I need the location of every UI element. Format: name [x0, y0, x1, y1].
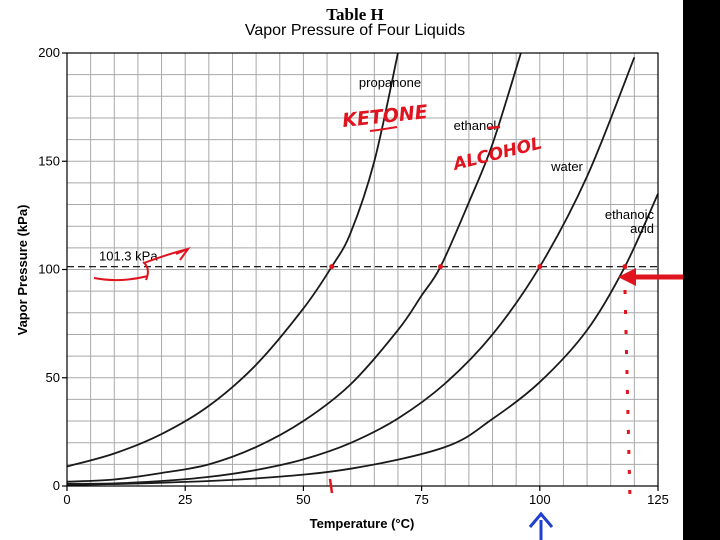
curves: [66, 52, 659, 486]
tick-labels: 0 25 50 75 100 125 0 50 100 150 200: [38, 45, 669, 507]
series-label-propanone: propanone: [359, 75, 421, 90]
y-tick-label: 50: [46, 370, 60, 385]
series-label-ethanol: ethanol: [454, 118, 497, 133]
ketone-annotation: KETONE: [341, 101, 429, 132]
reference-line-label: 101.3 kPa: [99, 249, 158, 264]
curve-propanone: [66, 52, 399, 468]
x-tick-label: 125: [647, 492, 669, 507]
marked-points: [329, 264, 628, 270]
chart-title: Vapor Pressure of Four Liquids: [245, 22, 465, 39]
kpa-pointer-arrow: [143, 246, 191, 264]
kpa-circle-mark: [93, 261, 149, 282]
x-tick-label: 50: [296, 492, 310, 507]
ketone-underline: [369, 126, 398, 132]
x-tick-label: 25: [178, 492, 192, 507]
plot-frame: [62, 52, 659, 491]
y-tick-label: 0: [53, 478, 60, 493]
tick-55-mark: [328, 478, 334, 494]
boiling-point-marker: [622, 264, 628, 270]
y-tick-label: 100: [38, 262, 60, 277]
curve-water: [66, 56, 636, 485]
x-tick-label: 75: [414, 492, 428, 507]
y-tick-label: 200: [38, 45, 60, 60]
grid: [66, 52, 659, 487]
table-label: Table H: [326, 5, 383, 24]
boiling-point-marker: [537, 264, 543, 270]
curve-ethanol: [66, 52, 522, 483]
y-tick-label: 150: [38, 153, 60, 168]
series-label-ethanoic-acid: ethanoic acid: [605, 207, 655, 236]
y-axis-label: Vapor Pressure (kPa): [15, 205, 30, 336]
reference-line-group: 101.3 kPa: [67, 249, 658, 268]
boiling-point-marker: [438, 264, 444, 270]
right-black-bar: [683, 0, 720, 540]
series-labels: propanone ethanol water ethanoic acid: [359, 75, 655, 236]
vapor-pressure-chart: Table H Vapor Pressure of Four Liquids 0…: [15, 5, 683, 540]
x-tick-label: 100: [529, 492, 551, 507]
red-arrow-head: [618, 268, 636, 286]
x-tick-label: 0: [63, 492, 70, 507]
ethanol-underline: [486, 125, 501, 130]
boiling-point-marker: [329, 264, 335, 270]
blue-up-arrow: [528, 511, 554, 540]
series-label-water: water: [550, 159, 583, 174]
curve-ethanoic-acid: [66, 193, 659, 486]
dotted-drop-line: [623, 289, 632, 501]
x-axis-label: Temperature (°C): [310, 516, 415, 531]
